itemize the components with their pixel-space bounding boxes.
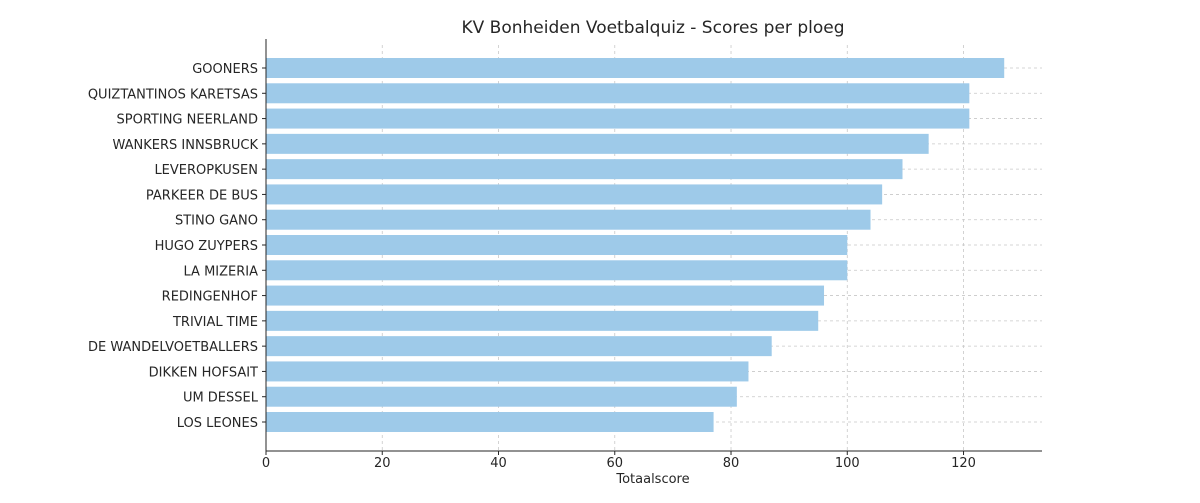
category-label-5: PARKEER DE BUS [146,188,258,203]
bar-1 [266,83,970,104]
category-label-1: QUIZTANTINOS KARETSAS [88,87,258,102]
category-label-6: STINO GANO [175,214,258,229]
bar-3 [266,133,929,154]
category-labels: GOONERS QUIZTANTINOS KARETSAS SPORTING NEE… [88,62,259,431]
bar-11 [266,336,772,357]
bar-5 [266,184,883,205]
x-tick-label-3: 60 [606,456,623,471]
category-label-10: TRIVIAL TIME [172,315,258,330]
category-label-0: GOONERS [192,62,258,77]
x-tick-label-5: 100 [835,456,860,471]
bar-14 [266,412,714,432]
category-label-9: REDINGENHOF [162,290,258,305]
category-label-8: LA MIZERIA [184,264,259,279]
x-tick-label-2: 40 [490,456,507,471]
x-ticks: 0 20 40 60 80 100 120 [262,67,976,471]
category-label-13: UM DESSEL [183,391,259,406]
bar-4 [266,159,903,180]
x-tick-label-1: 20 [374,456,391,471]
category-label-11: DE WANDELVOETBALLERS [88,340,258,355]
bars [266,58,1005,432]
bar-8 [266,260,848,281]
bar-6 [266,209,871,230]
category-label-7: HUGO ZUYPERS [155,239,258,254]
category-label-2: SPORTING NEERLAND [117,113,258,128]
bar-0 [266,58,1005,78]
x-tick-label-4: 80 [723,456,740,471]
category-label-12: DIKKEN HOFSAIT [149,365,258,380]
bar-12 [266,361,749,382]
bar-7 [266,235,848,255]
x-axis-label: Totaalscore [615,472,689,487]
bar-2 [266,108,970,129]
x-tick-label-6: 120 [951,456,976,471]
x-tick-label-0: 0 [262,456,270,471]
category-label-3: WANKERS INNSBRUCK [112,138,258,153]
chart-title: KV Bonheiden Voetbalquiz - Scores per pl… [461,18,844,38]
bar-13 [266,386,737,407]
category-label-14: LOS LEONES [177,416,258,431]
bar-9 [266,285,825,306]
category-label-4: LEVEROPKUSEN [154,163,258,178]
bar-10 [266,310,819,331]
